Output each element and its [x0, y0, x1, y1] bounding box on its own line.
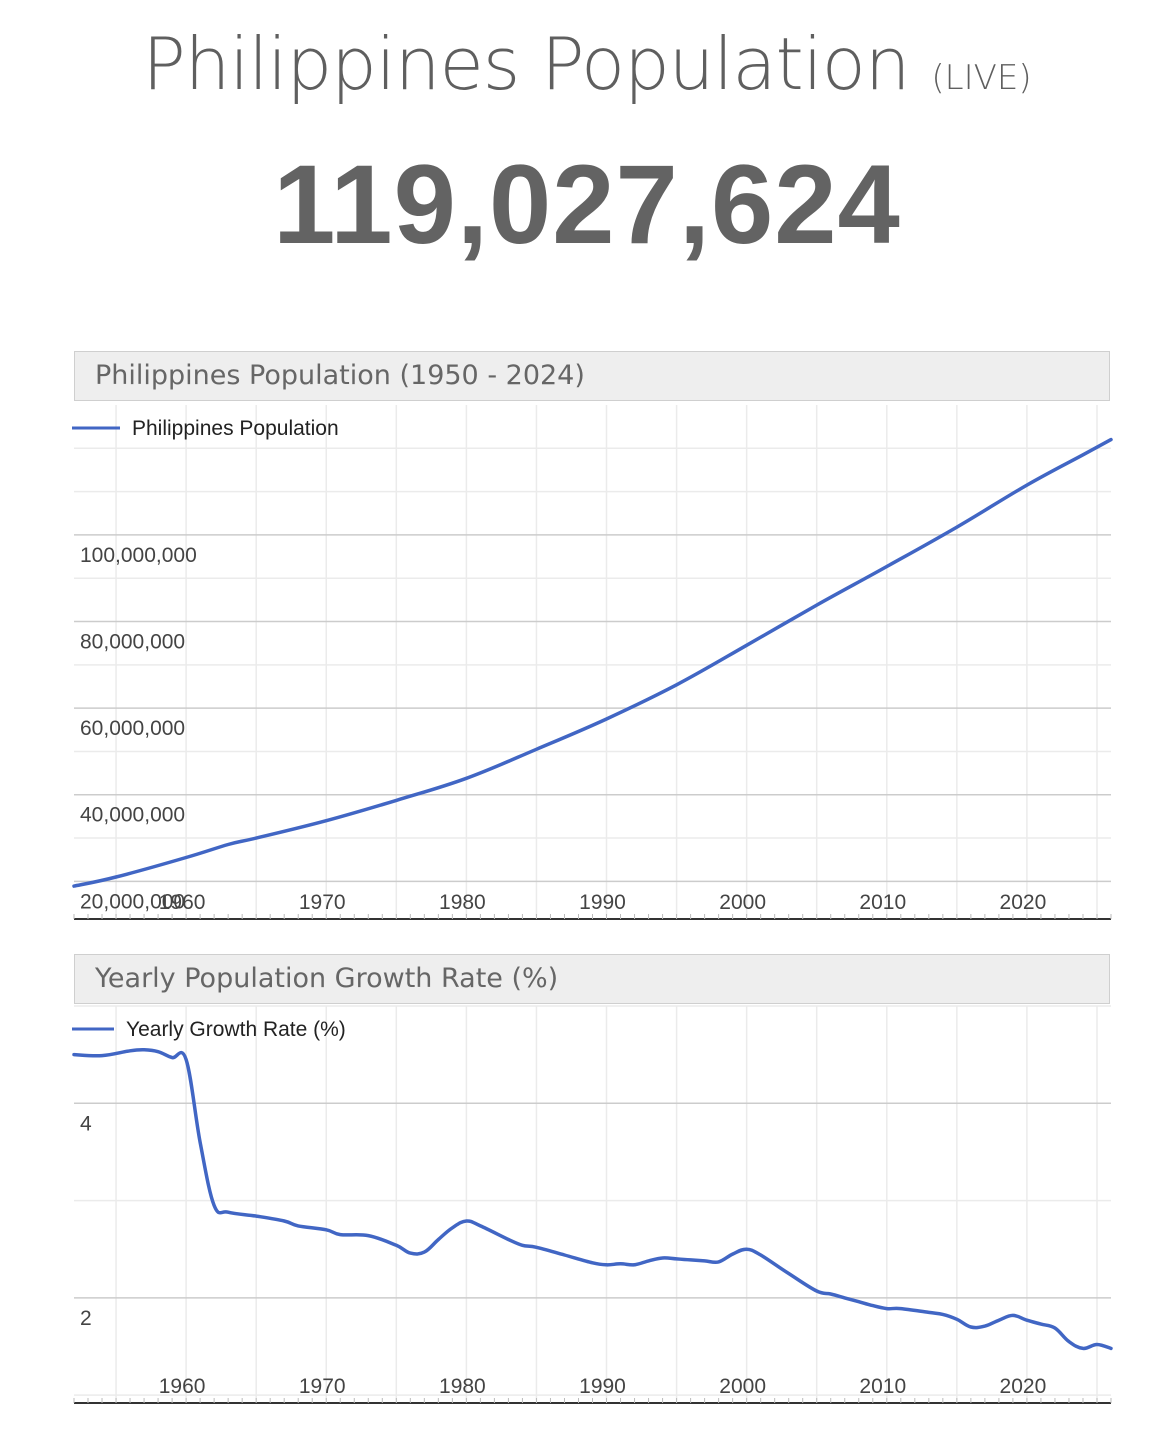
x-tick-label: 2020	[1000, 891, 1047, 914]
x-tick-label: 1970	[299, 1375, 346, 1398]
data-point	[675, 1257, 678, 1260]
y-tick-label: 80,000,000	[80, 631, 185, 654]
data-point	[1053, 1327, 1056, 1330]
data-point	[1039, 1323, 1042, 1326]
x-tick-label: 1990	[579, 1375, 626, 1398]
data-point	[185, 1058, 188, 1061]
data-point	[521, 1244, 524, 1247]
data-point	[437, 1238, 440, 1241]
data-point	[731, 1253, 734, 1256]
x-tick-label: 1970	[299, 891, 346, 914]
data-point	[689, 1258, 692, 1261]
y-tick-label: 20,000,000	[80, 890, 185, 913]
data-point	[1082, 1347, 1085, 1350]
data-point	[255, 1215, 258, 1218]
y-tick-label: 2	[80, 1307, 92, 1330]
live-population-counter: 119,027,624	[273, 142, 901, 267]
data-point	[395, 1244, 398, 1247]
page-title-text: Philippines Population	[142, 22, 910, 106]
data-point	[479, 1224, 482, 1227]
data-point	[661, 1257, 664, 1260]
data-point	[465, 1220, 468, 1223]
data-point	[157, 1050, 160, 1053]
data-point	[423, 1251, 426, 1254]
data-point	[647, 1259, 650, 1262]
data-point	[535, 1246, 538, 1249]
data-point	[871, 1304, 874, 1307]
data-point	[101, 1054, 104, 1057]
data-point	[1011, 1314, 1014, 1317]
data-point	[843, 1296, 846, 1299]
data-point	[171, 1056, 174, 1059]
data-point	[1068, 1340, 1071, 1343]
data-point	[857, 1300, 860, 1303]
x-tick-label: 1980	[439, 891, 486, 914]
series-line	[72, 1047, 1113, 1351]
data-point	[815, 1290, 818, 1293]
x-tick-label: 1980	[439, 1375, 486, 1398]
data-point	[927, 1311, 930, 1314]
growth-chart-title: Yearly Population Growth Rate (%)	[74, 954, 1110, 1004]
data-point	[297, 1224, 300, 1227]
y-tick-label: 60,000,000	[80, 717, 185, 740]
population-chart-title: Philippines Population (1950 - 2024)	[74, 351, 1110, 401]
data-point	[941, 1313, 944, 1316]
data-point	[983, 1325, 986, 1328]
data-point	[969, 1326, 972, 1329]
data-point	[563, 1254, 566, 1257]
data-point	[759, 1254, 762, 1257]
x-tick-label: 2010	[859, 891, 906, 914]
data-point	[213, 1204, 216, 1207]
x-tick-label: 2010	[859, 1375, 906, 1398]
data-point	[591, 1261, 594, 1264]
data-point	[717, 1260, 720, 1263]
x-tick-label: 2000	[719, 891, 766, 914]
data-point	[367, 1234, 370, 1237]
data-point	[703, 1259, 706, 1262]
data-point	[1025, 1319, 1028, 1322]
y-tick-label: 40,000,000	[80, 804, 185, 827]
data-point	[283, 1220, 286, 1223]
data-point	[325, 1228, 328, 1231]
data-point	[129, 1049, 132, 1052]
data-point	[507, 1238, 510, 1241]
data-point	[899, 1307, 902, 1310]
live-tag: (LIVE)	[931, 58, 1032, 98]
data-point	[451, 1226, 454, 1229]
data-point	[227, 1211, 230, 1214]
series-line	[72, 437, 1113, 888]
data-point	[745, 1248, 748, 1251]
data-point	[619, 1262, 622, 1265]
data-point	[143, 1048, 146, 1051]
data-point	[199, 1141, 202, 1144]
data-point	[997, 1319, 1000, 1322]
x-tick-label: 1990	[579, 891, 626, 914]
data-point	[339, 1233, 342, 1236]
page-title: Philippines Population (LIVE)	[0, 22, 1174, 106]
data-point	[1096, 1343, 1099, 1346]
legend-label: Philippines Population	[132, 417, 339, 440]
x-tick-label: 1960	[159, 1375, 206, 1398]
x-tick-label: 2020	[1000, 1375, 1047, 1398]
y-tick-label: 4	[80, 1112, 92, 1135]
x-tick-label: 2000	[719, 1375, 766, 1398]
data-point	[633, 1263, 636, 1266]
x-tick-label: 1960	[159, 891, 206, 914]
data-point	[605, 1263, 608, 1266]
data-point	[409, 1252, 412, 1255]
legend-label: Yearly Growth Rate (%)	[126, 1018, 346, 1041]
data-point	[885, 1307, 888, 1310]
data-point	[73, 1053, 76, 1056]
data-point	[955, 1318, 958, 1321]
y-tick-label: 100,000,000	[80, 544, 197, 567]
data-point	[829, 1293, 832, 1296]
data-point	[787, 1272, 790, 1275]
data-point	[1110, 1347, 1113, 1350]
